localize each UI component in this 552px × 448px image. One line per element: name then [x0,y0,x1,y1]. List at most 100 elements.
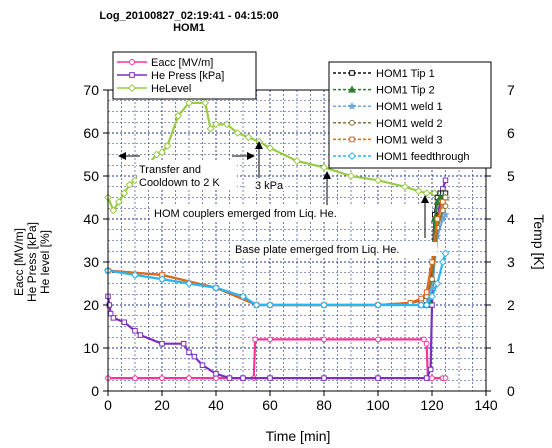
legend-right: HOM1 Tip 1 HOM1 Tip 2 HOM1 weld 1 HOM1 weld… [328,61,492,169]
data-point [266,301,274,309]
baseplate-label-bg [232,242,437,256]
data-point [239,292,247,301]
data-point [434,216,441,222]
data-point [442,177,449,184]
data-point [442,194,449,201]
data-point [110,315,117,321]
left-y-axis-label: He level [%] [38,230,52,294]
legend-item: HOM1 Tip 2 [333,85,435,97]
legend-label: HOM1 feedthrough [376,151,470,163]
legend-item: HOM1 weld 2 [333,118,443,130]
series-layer [103,98,450,382]
data-point [114,197,123,206]
plot-frame [107,89,487,392]
chart-title: Log_20100827_02:19:41 - 04:15:00 [99,10,278,22]
data-point [132,375,138,382]
legend-label: HOM1 weld 3 [376,134,443,146]
transfer-label-bg [137,160,237,188]
legend-label: Eacc [MV/m] [151,57,213,69]
data-point [427,366,434,373]
left-y-tick-label: 20 [83,297,99,313]
legend-left: Eacc [MV/m]He Press [kPa]HeLevel [112,51,257,100]
right-y-tick-label: 4 [507,211,515,227]
right-y-tick-label: 5 [507,168,515,184]
data-point [186,375,192,382]
data-point [158,148,166,157]
data-point [233,129,242,137]
data-point [320,301,328,309]
transfer-label-line-1: Transfer and [139,164,201,176]
legend-marker [348,85,356,93]
data-point [137,332,144,338]
x-tick-label: 20 [154,397,170,413]
legend-right-box [328,61,492,169]
data-point [423,340,430,347]
legends: Eacc [MV/m]He Press [kPa]HeLevel HOM1 Tip… [112,51,492,169]
data-point [125,180,134,189]
data-point [375,375,381,381]
data-point [414,187,423,195]
legend-label: HeLevel [151,83,191,95]
left-y-axis-label: Eacc [MV/m] [12,228,26,296]
right-y-tick-label: 3 [507,254,515,270]
data-point [293,157,301,165]
data-point [442,375,449,382]
data-point [441,210,450,219]
x-tick-label: 40 [208,397,224,413]
left-y-tick-label: 70 [83,82,99,98]
series-helevel [104,98,447,215]
legend-item: HOM1 Tip 1 [333,68,435,80]
data-point [428,292,436,301]
legend-marker [349,119,355,126]
data-point [159,375,165,382]
right-y-tick-label: 6 [507,125,515,141]
legend-label: HOM1 weld 1 [376,101,443,113]
data-point [438,258,447,266]
data-point [121,319,127,325]
x-tick-label: 80 [316,397,332,413]
data-point [240,375,246,381]
left-y-tick-label: 40 [83,211,99,227]
legend-marker [129,59,135,65]
data-point [418,295,424,302]
legend-item: Eacc [MV/m] [117,57,213,69]
data-point [159,340,165,347]
data-point [423,375,430,381]
data-point [423,289,430,295]
data-point [321,336,327,343]
baseplate-label: Base plate emerged from Liq. He. [235,244,399,256]
data-point [199,362,206,368]
data-point [421,336,427,343]
legend-marker [349,136,355,143]
x-tick-label: 140 [474,397,498,413]
right-y-tick-label: 7 [507,82,515,98]
left-y-tick-label: 30 [83,254,99,270]
data-point [158,275,166,284]
right-y-tick-label: 2 [507,297,515,313]
x-axis-label: Time [min] [266,428,331,444]
data-point [185,98,193,107]
data-point [131,270,139,279]
left-y-axis-label: He Press [kPa] [25,222,39,302]
legend-marker [129,72,135,78]
data-point [206,124,215,133]
data-point [186,349,192,356]
data-point [226,375,233,381]
legend-marker [349,70,355,76]
data-point [267,375,273,381]
press-label-bg [245,179,285,191]
data-point [180,340,187,347]
legend-item: HOM1 feedthrough [333,151,470,163]
data-point [152,150,161,159]
data-point [422,301,431,309]
legend-marker [347,151,357,161]
data-point [201,98,210,107]
transfer-label-line-2: Cooldown to 2 K [139,177,220,189]
left-y-tick-label: 60 [83,125,99,141]
legend-item: HOM1 weld 1 [333,101,443,113]
data-point [132,328,138,334]
data-point [441,249,450,258]
data-point [375,336,381,343]
data-point [185,279,193,288]
